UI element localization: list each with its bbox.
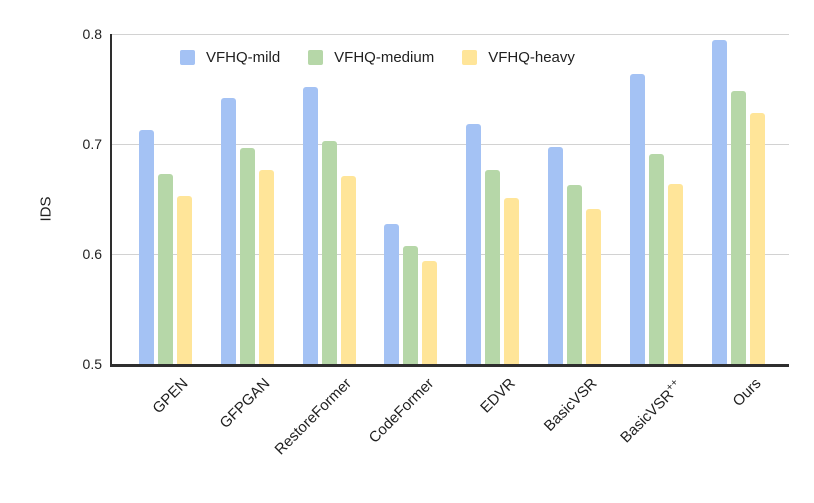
bar-vfhq-medium-ours	[730, 91, 746, 364]
bar-vfhq-heavy-codeformer	[422, 260, 438, 364]
y-axis-title: IDS	[37, 196, 55, 222]
bar-vfhq-medium-basicvsrpp	[648, 153, 664, 364]
bar-vfhq-medium-codeformer	[403, 246, 419, 364]
bar-vfhq-mild-codeformer	[384, 224, 400, 364]
bar-vfhq-heavy-ours	[749, 113, 765, 364]
plot-area	[110, 34, 789, 367]
bar-vfhq-mild-gpen	[139, 129, 154, 364]
x-tick-label: GFPGAN	[216, 375, 274, 432]
bar-vfhq-medium-basicvsr	[567, 184, 582, 364]
x-tick-label: Ours	[729, 375, 765, 411]
x-tick-label: EDVR	[477, 375, 519, 417]
bar-vfhq-mild-gfpgan	[220, 97, 236, 364]
bar-vfhq-heavy-restoreformer	[340, 175, 356, 364]
y-tick-label: 0.5	[82, 356, 102, 372]
legend-label: VFHQ-medium	[334, 49, 435, 66]
legend: VFHQ-mild VFHQ-medium VFHQ-heavy	[180, 49, 575, 66]
gridline	[112, 144, 789, 146]
bar-vfhq-medium-edvr	[485, 170, 501, 364]
bar-vfhq-heavy-basicvsr	[586, 208, 601, 364]
x-tick-label: GPEN	[149, 375, 192, 418]
bar-vfhq-heavy-gfpgan	[258, 170, 274, 364]
bar-vfhq-medium-gpen	[158, 173, 173, 364]
x-tick-label: BasicVSR	[540, 375, 601, 435]
bar-vfhq-mild-restoreformer	[302, 86, 318, 364]
legend-item: VFHQ-heavy	[462, 49, 575, 66]
bar-vfhq-mild-edvr	[466, 124, 482, 364]
gridline	[112, 254, 789, 256]
bar-vfhq-mild-basicvsrpp	[629, 73, 645, 364]
legend-item: VFHQ-mild	[180, 49, 280, 66]
bar-vfhq-heavy-gpen	[177, 195, 192, 364]
bar-vfhq-medium-restoreformer	[321, 140, 337, 364]
bar-vfhq-mild-ours	[711, 39, 727, 364]
bar-vfhq-heavy-edvr	[504, 197, 520, 364]
bar-vfhq-medium-gfpgan	[239, 148, 255, 364]
y-tick-label: 0.6	[82, 246, 102, 262]
gridline	[112, 34, 789, 36]
x-tick-label: RestoreFormer	[271, 375, 356, 459]
legend-swatch-icon	[462, 50, 478, 65]
x-tick-label: CodeFormer	[365, 375, 437, 447]
y-tick-label: 0.7	[82, 136, 102, 152]
legend-label: VFHQ-heavy	[488, 49, 575, 66]
legend-swatch-icon	[180, 50, 195, 65]
legend-item: VFHQ-medium	[308, 49, 434, 66]
legend-swatch-icon	[308, 50, 324, 65]
y-tick-label: 0.8	[82, 26, 102, 42]
bar-vfhq-heavy-basicvsrpp	[667, 183, 683, 364]
legend-label: VFHQ-mild	[206, 49, 281, 66]
bar-vfhq-mild-basicvsr	[548, 147, 563, 364]
x-tick-label: BasicVSR++	[616, 376, 681, 447]
